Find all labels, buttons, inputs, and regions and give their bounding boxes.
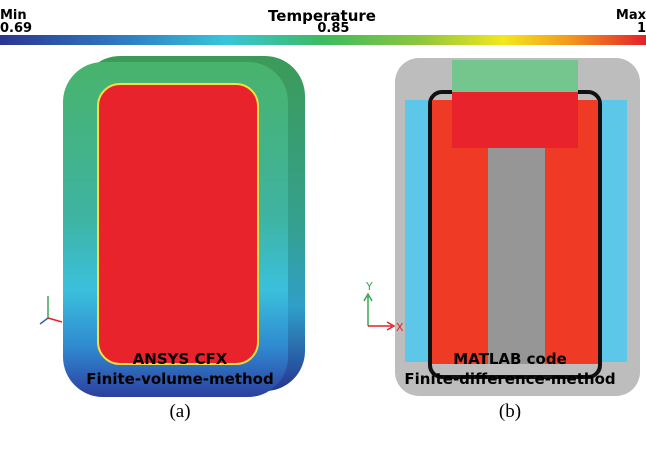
colorbar-tick-label: 0.85: [317, 21, 349, 36]
caption-b-2: Finite-difference-method: [404, 370, 615, 388]
label-b: (b): [499, 401, 521, 422]
axis-x-label: X: [396, 321, 404, 334]
matlab-model: [395, 58, 640, 396]
label-a: (a): [169, 401, 190, 422]
caption-a-1: ANSYS CFX: [133, 350, 228, 368]
colorbar-tick-label: 1: [637, 21, 646, 36]
ansys-model: [63, 56, 305, 397]
colorbar-tick-label: 0.69: [0, 21, 32, 36]
caption-b-1: MATLAB code: [453, 350, 567, 368]
figure: Temperature Min Max 0.690.851 ANSYS CFX …: [0, 0, 646, 451]
colorbar: [0, 35, 646, 45]
axis-y-label: Y: [365, 280, 373, 293]
axis-triad-b: [364, 294, 394, 330]
axis-triad-a: [40, 296, 62, 324]
caption-a-2: Finite-volume-method: [86, 370, 273, 388]
